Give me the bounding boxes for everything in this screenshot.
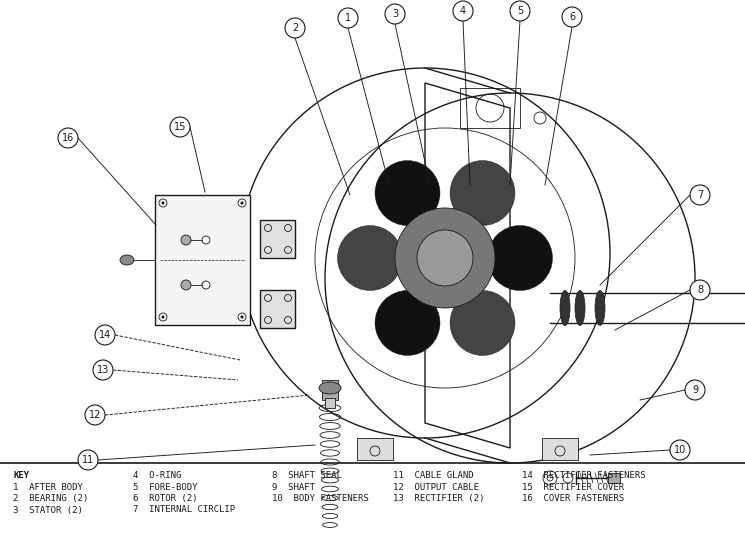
Ellipse shape [375,290,440,355]
Circle shape [170,117,190,137]
FancyBboxPatch shape [325,398,335,408]
Circle shape [562,7,582,27]
Circle shape [453,1,473,21]
Circle shape [690,280,710,300]
Ellipse shape [319,382,341,394]
Circle shape [510,1,530,21]
Text: 6: 6 [569,12,575,22]
FancyBboxPatch shape [260,220,295,258]
FancyBboxPatch shape [608,473,620,483]
Text: 9: 9 [692,385,698,395]
Text: 13: 13 [97,365,109,375]
Ellipse shape [450,160,515,226]
Text: 16  COVER FASTENERS: 16 COVER FASTENERS [522,494,624,503]
Text: 1  AFTER BODY: 1 AFTER BODY [13,483,83,491]
Text: 7  INTERNAL CIRCLIP: 7 INTERNAL CIRCLIP [133,506,235,514]
Text: 14  RECTIFIER FASTENERS: 14 RECTIFIER FASTENERS [522,471,645,480]
Circle shape [85,405,105,425]
Circle shape [670,440,690,460]
Circle shape [181,280,191,290]
Ellipse shape [375,160,440,226]
FancyBboxPatch shape [322,380,338,400]
Text: 14: 14 [99,330,111,340]
Text: 5  FORE-BODY: 5 FORE-BODY [133,483,197,491]
Text: 9  SHAFT: 9 SHAFT [272,483,315,491]
Text: 5: 5 [517,6,523,16]
Text: 11  CABLE GLAND: 11 CABLE GLAND [393,471,474,480]
Circle shape [162,201,165,204]
Ellipse shape [595,290,605,326]
Circle shape [385,4,405,24]
Text: 7: 7 [697,190,703,200]
Ellipse shape [120,255,134,265]
Text: 12  OUTPUT CABLE: 12 OUTPUT CABLE [393,483,479,491]
Circle shape [181,235,191,245]
FancyBboxPatch shape [542,438,578,460]
Circle shape [690,185,710,205]
Circle shape [395,208,495,308]
Circle shape [241,201,244,204]
Ellipse shape [560,290,570,326]
Circle shape [338,8,358,28]
Circle shape [162,316,165,318]
Text: 11: 11 [82,455,94,465]
Text: 3: 3 [392,9,398,19]
Text: 4: 4 [460,6,466,16]
Circle shape [78,450,98,470]
Text: 1: 1 [345,13,351,23]
Circle shape [58,128,78,148]
Text: 2  BEARING (2): 2 BEARING (2) [13,494,89,503]
Text: KEY: KEY [13,471,30,480]
Text: 13  RECTIFIER (2): 13 RECTIFIER (2) [393,494,485,503]
Circle shape [417,230,473,286]
Text: 10: 10 [674,445,686,455]
Circle shape [241,316,244,318]
Text: 16: 16 [62,133,74,143]
Text: 6  ROTOR (2): 6 ROTOR (2) [133,494,197,503]
Text: 2: 2 [292,23,298,33]
Ellipse shape [337,226,402,290]
FancyBboxPatch shape [155,195,250,325]
Ellipse shape [487,226,553,290]
FancyBboxPatch shape [260,290,295,328]
Text: 12: 12 [89,410,101,420]
Circle shape [95,325,115,345]
Text: 15: 15 [174,122,186,132]
Ellipse shape [575,290,585,326]
Text: 15  RECTIFIER COVER: 15 RECTIFIER COVER [522,483,624,491]
FancyBboxPatch shape [357,438,393,460]
Circle shape [285,18,305,38]
Circle shape [685,380,705,400]
Ellipse shape [450,290,515,355]
Circle shape [93,360,113,380]
Text: 8  SHAFT SEAL: 8 SHAFT SEAL [272,471,342,480]
Text: 4  O-RING: 4 O-RING [133,471,181,480]
Text: 3  STATOR (2): 3 STATOR (2) [13,506,83,514]
Text: 8: 8 [697,285,703,295]
Text: 10  BODY FASTENERS: 10 BODY FASTENERS [272,494,369,503]
